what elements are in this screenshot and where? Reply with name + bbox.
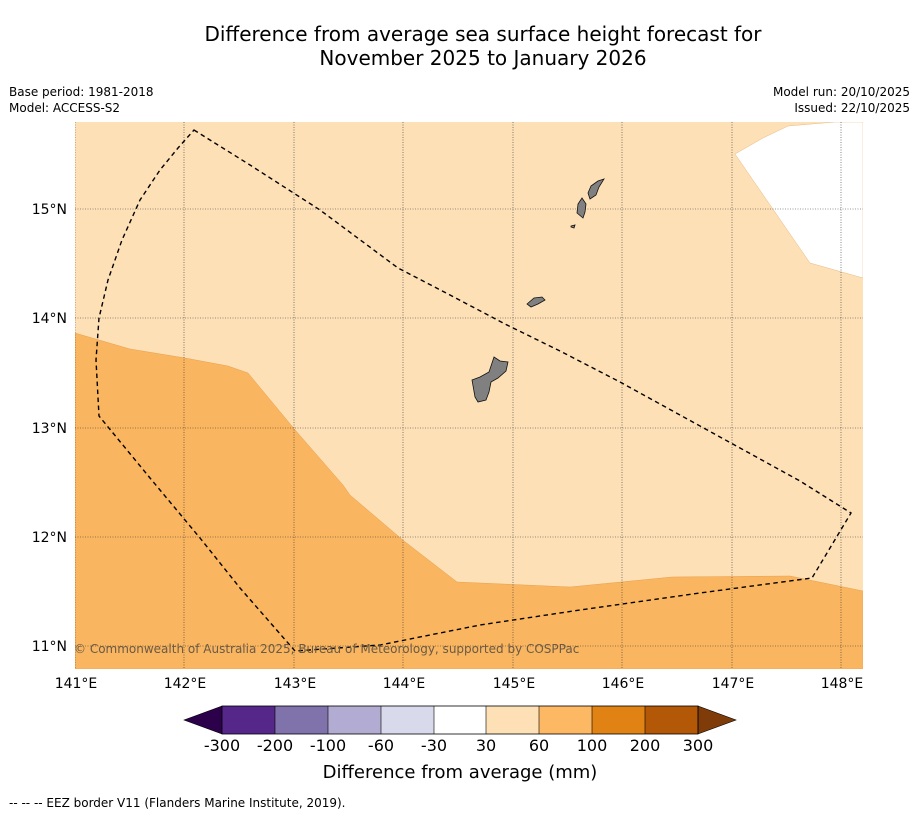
colorbar-tick-label: 300 [683,736,714,755]
lon-label-147: 147°E [712,676,755,692]
issued-date: Issued: 22/10/2025 [794,101,910,115]
model-run: Model run: 20/10/2025 [772,85,910,99]
colorbar-band-minus100-minus60 [328,706,381,734]
island-aguijan [570,224,576,229]
eez-legend-note: -- -- -- EEZ border V11 (Flanders Marine… [9,796,346,810]
lon-label-142: 142°E [164,676,207,692]
eez-border [95,129,852,652]
base-period: Base period: 1981-2018 [9,85,154,99]
metadata-left: Base period: 1981-2018 Model: ACCESS-S2 [9,84,154,116]
land-masses [471,178,605,403]
lat-label-13: 13°N [32,421,67,437]
colorbar-tick-label: -60 [368,736,394,755]
copyright-notice: © Commonwealth of Australia 2025, Bureau… [74,642,579,656]
metadata-right: Model run: 20/10/2025 Issued: 22/10/2025 [773,84,910,116]
colorbar-tick-label: 200 [630,736,661,755]
colorbar-tick-label: -30 [421,736,447,755]
colorbar-band-minus300-minus200 [222,706,275,734]
lat-label-15: 15°N [32,202,67,218]
model-name: Model: ACCESS-S2 [9,101,121,115]
colorbar: -300 -200 -100 -60 -30 30 60 100 200 300… [183,705,737,783]
colorbar-tick-label: -100 [310,736,346,755]
lon-label-148: 148°E [821,676,864,692]
colorbar-band-minus30-30 [434,706,486,734]
sea-level-band-60-100 [75,332,863,669]
colorbar-band-minus60-minus30 [381,706,434,734]
colorbar-tick-label: 30 [476,736,496,755]
colorbar-tick-label: 100 [577,736,608,755]
title-line-1: Difference from average sea surface heig… [204,22,762,46]
colorbar-title: Difference from average (mm) [323,762,598,783]
island-saipan [587,178,605,200]
colorbar-band-30-60 [486,706,539,734]
lon-label-145: 145°E [493,676,536,692]
latitude-tick-labels: 15°N 14°N 13°N 12°N 11°N [32,202,67,655]
lat-label-11: 11°N [32,639,67,655]
colorbar-extend-low [183,705,223,735]
lat-label-12: 12°N [32,530,67,546]
island-tinian [576,197,587,219]
colorbar-tick-label: -300 [204,736,240,755]
lon-label-143: 143°E [274,676,317,692]
island-guam [471,356,509,403]
map-area: © Commonwealth of Australia 2025, Bureau… [74,122,863,669]
lon-label-141: 141°E [55,676,98,692]
colorbar-band-200-300 [645,706,698,734]
colorbar-band-100-200 [592,706,645,734]
island-rota [526,296,546,308]
longitude-tick-labels: 141°E 142°E 143°E 144°E 145°E 146°E 147°… [55,676,864,692]
colorbar-extend-high [697,705,737,735]
chart-title: Difference from average sea surface heig… [0,22,919,70]
lon-label-144: 144°E [383,676,426,692]
sea-level-band-minus30-30 [734,122,863,279]
lat-label-14: 14°N [32,311,67,327]
gridlines [75,122,863,669]
colorbar-band-60-100 [539,706,592,734]
colorbar-dividers [274,706,646,734]
title-line-2: November 2025 to January 2026 [319,46,647,70]
colorbar-tick-labels: -300 -200 -100 -60 -30 30 60 100 200 300 [204,736,713,755]
colorbar-outline [221,705,699,735]
colorbar-tick-label: 60 [529,736,549,755]
colorbar-tick-label: -200 [257,736,293,755]
colorbar-band-minus200-minus100 [275,706,328,734]
lon-label-146: 146°E [602,676,645,692]
